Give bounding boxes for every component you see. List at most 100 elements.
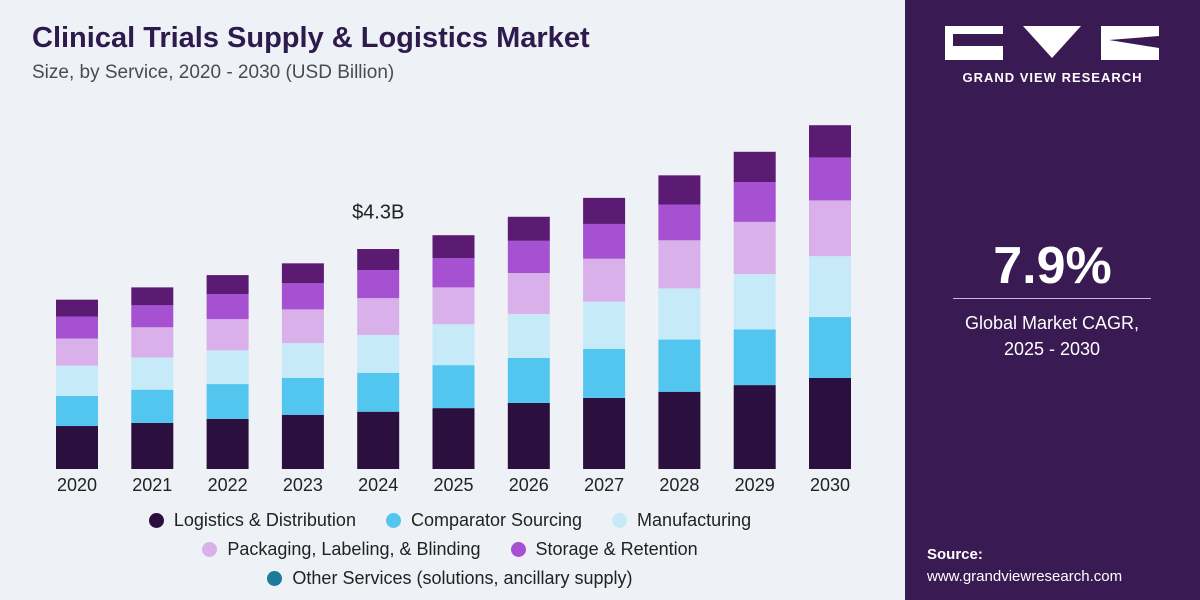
bar-segment: [809, 317, 851, 378]
x-tick-label: 2030: [810, 475, 850, 495]
legend-item: Packaging, Labeling, & Blinding: [202, 539, 481, 560]
legend-label: Other Services (solutions, ancillary sup…: [292, 568, 633, 588]
bar-segment: [357, 411, 400, 469]
bar-segment: [357, 298, 400, 335]
legend-label: Storage & Retention: [535, 539, 698, 559]
cagr-value: 7.9%: [993, 237, 1112, 295]
bar-segment: [206, 275, 249, 295]
bar-segment: [206, 418, 249, 469]
bar-segment: [56, 365, 98, 396]
legend-label: Manufacturing: [637, 510, 752, 530]
bar-segment: [507, 403, 550, 469]
bar-segment: [357, 269, 400, 299]
bar-segment: [809, 200, 851, 257]
bar-segment: [281, 343, 324, 378]
bar-segment: [809, 256, 851, 318]
legend-row: Packaging, Labeling, & Blinding Storage &…: [40, 535, 860, 564]
bar-segment: [583, 397, 626, 469]
x-tick-label: 2020: [57, 475, 97, 495]
bar-segment: [507, 216, 550, 241]
bar-segment: [432, 408, 475, 469]
bar-segment: [281, 377, 324, 415]
legend-marker: [510, 542, 526, 557]
legend-label: Packaging, Labeling, & Blinding: [227, 539, 481, 559]
legend-label: Comparator Sourcing: [410, 510, 583, 530]
bar-segment: [56, 395, 98, 427]
bar-segment: [733, 385, 776, 469]
legend-item: Comparator Sourcing: [385, 510, 583, 531]
bar-segment: [432, 258, 475, 288]
x-tick-label: 2025: [433, 475, 473, 495]
bar-segment: [281, 414, 324, 469]
bar-segment: [733, 221, 776, 275]
x-tick-label: 2022: [208, 475, 248, 495]
bar-segment: [432, 235, 475, 259]
bar-segment: [809, 125, 851, 158]
x-tick-label: 2029: [735, 475, 775, 495]
bar-segment: [583, 197, 626, 224]
bar-segment: [56, 299, 98, 317]
bar-segment: [507, 273, 550, 314]
bar-segment: [357, 249, 400, 270]
logo: [945, 26, 1159, 60]
x-tick-label: 2023: [283, 475, 323, 495]
bar-segment: [507, 313, 550, 358]
bar-segment: [432, 365, 475, 409]
legend: Logistics & Distribution Comparator Sourc…: [40, 506, 860, 593]
x-tick-label: 2021: [132, 475, 172, 495]
bar-segment: [658, 204, 701, 241]
bar-segment: [733, 151, 776, 182]
bar-segment: [583, 348, 626, 398]
legend-marker: [202, 542, 218, 557]
legend-item: Manufacturing: [612, 510, 751, 531]
bar-segment: [658, 175, 701, 205]
legend-marker: [612, 513, 628, 528]
bar-segment: [206, 384, 249, 419]
bar-segment: [281, 309, 324, 344]
bar-segment: [281, 263, 324, 284]
bar-segment: [809, 377, 851, 469]
bar-segment: [432, 324, 475, 366]
x-tick-label: 2028: [659, 475, 699, 495]
bar-segment: [658, 240, 701, 289]
bar-segment: [733, 181, 776, 222]
bar-segment: [583, 258, 626, 302]
legend-item: Logistics & Distribution: [148, 510, 356, 531]
legend-item: Other Services (solutions, ancillary sup…: [267, 568, 633, 589]
cagr-label: Global Market CAGR, 2025 - 2030: [964, 313, 1140, 359]
bar-segment: [131, 357, 174, 390]
bar-segment: [583, 223, 626, 259]
bar-segment: [131, 389, 174, 423]
bar-segment: [281, 283, 324, 310]
annotation: $4.3B: [352, 201, 404, 223]
legend-marker: [385, 513, 401, 528]
bar-segment: [131, 327, 174, 358]
bar-segment: [206, 350, 249, 385]
bar-segment: [658, 339, 701, 392]
bar-segment: [658, 288, 701, 340]
bar-segment: [56, 316, 98, 339]
bar-segment: [206, 294, 249, 320]
x-tick-label: 2027: [584, 475, 624, 495]
bar-segment: [131, 422, 174, 469]
x-tick-label: 2024: [358, 475, 398, 495]
bar-segment: [733, 329, 776, 386]
bar-segment: [733, 274, 776, 330]
bar-segment: [131, 305, 174, 328]
bar-segment: [56, 426, 98, 469]
divider: [953, 298, 1151, 299]
bar-segment: [432, 287, 475, 325]
bar-segment: [357, 334, 400, 373]
x-tick-label: 2026: [509, 475, 549, 495]
chart-subtitle: Size, by Service, 2020 - 2030 (USD Billi…: [32, 62, 395, 83]
chart: 2020 2021 2022 2023 2024 2025 2026 2027 2028 2029…: [56, 125, 851, 495]
bar-segment: [56, 338, 98, 366]
bar-segment: [658, 391, 701, 469]
bar-segment: [206, 319, 249, 351]
chart-title: Clinical Trials Supply & Logistics Marke…: [32, 22, 590, 54]
legend-item: Storage & Retention: [510, 539, 698, 560]
bar-segment: [809, 157, 851, 201]
bar-segment: [507, 357, 550, 404]
legend-marker: [148, 513, 164, 528]
